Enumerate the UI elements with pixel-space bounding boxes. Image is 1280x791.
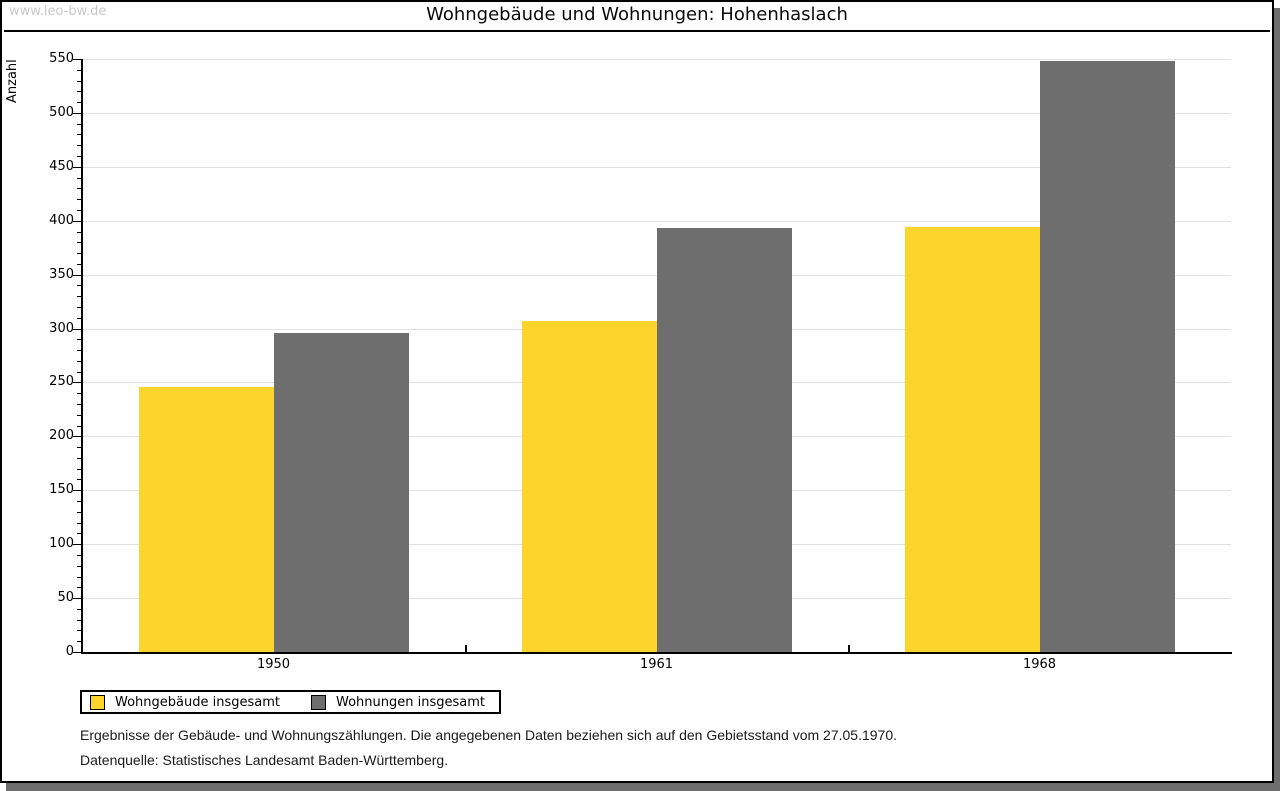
- y-tick-label: 50: [57, 590, 74, 606]
- y-major-tick: [73, 112, 82, 114]
- y-minor-tick: [77, 630, 82, 632]
- y-minor-tick: [77, 511, 82, 513]
- y-minor-tick: [77, 145, 82, 147]
- footnote-source: Datenquelle: Statistisches Landesamt Bad…: [80, 752, 449, 768]
- y-minor-tick: [77, 296, 82, 298]
- y-minor-tick: [77, 91, 82, 93]
- y-minor-tick: [77, 156, 82, 158]
- legend-label-wohnungen: Wohnungen insgesamt: [336, 694, 485, 710]
- gridline: [82, 112, 1231, 114]
- y-minor-tick: [77, 554, 82, 556]
- gridline: [82, 220, 1231, 222]
- y-minor-tick: [77, 533, 82, 535]
- bar: [273, 332, 409, 652]
- y-major-tick: [73, 382, 82, 384]
- legend-label-wohngebaeude: Wohngebäude insgesamt: [115, 694, 280, 710]
- y-tick-label: 400: [49, 212, 74, 228]
- y-major-tick: [73, 436, 82, 438]
- y-minor-tick: [77, 608, 82, 610]
- gridline: [82, 59, 1231, 60]
- x-axis-line: [81, 652, 1232, 654]
- y-minor-tick: [77, 619, 82, 621]
- legend: Wohngebäude insgesamt Wohnungen insgesam…: [80, 690, 501, 714]
- x-boundary-tick: [465, 645, 467, 652]
- y-minor-tick: [77, 242, 82, 244]
- y-minor-tick: [77, 134, 82, 136]
- y-major-tick: [73, 490, 82, 492]
- y-tick-label: 0: [65, 644, 74, 659]
- y-minor-tick: [77, 123, 82, 125]
- y-minor-tick: [77, 371, 82, 373]
- bar: [521, 320, 657, 652]
- y-axis-title: Anzahl: [5, 59, 20, 103]
- y-minor-tick: [77, 209, 82, 211]
- legend-item-wohnungen: Wohnungen insgesamt: [311, 694, 485, 710]
- y-minor-tick: [77, 317, 82, 319]
- chart-title: Wohngebäude und Wohnungen: Hohenhaslach: [426, 4, 848, 25]
- legend-item-wohngebaeude: Wohngebäude insgesamt: [90, 694, 280, 710]
- footnote-description: Ergebnisse der Gebäude- und Wohnungszähl…: [80, 727, 897, 743]
- y-minor-tick: [77, 360, 82, 362]
- y-minor-tick: [77, 404, 82, 406]
- y-minor-tick: [77, 177, 82, 179]
- y-major-tick: [73, 544, 82, 546]
- y-minor-tick: [77, 565, 82, 567]
- y-tick-label: 250: [49, 374, 74, 390]
- bar: [904, 227, 1040, 652]
- y-minor-tick: [77, 350, 82, 352]
- x-tick-label: 1950: [256, 657, 291, 672]
- bar: [138, 386, 274, 652]
- y-tick-label: 350: [49, 266, 74, 282]
- y-minor-tick: [77, 522, 82, 524]
- y-major-tick: [73, 652, 82, 653]
- y-tick-label: 550: [49, 51, 74, 66]
- legend-swatch-gray: [311, 694, 326, 710]
- y-minor-tick: [77, 393, 82, 395]
- bar: [656, 228, 792, 652]
- y-minor-tick: [77, 69, 82, 71]
- y-minor-tick: [77, 425, 82, 427]
- y-tick-label: 200: [49, 428, 74, 444]
- x-tick-label: 1968: [1022, 657, 1057, 672]
- y-minor-tick: [77, 468, 82, 470]
- y-minor-tick: [77, 576, 82, 578]
- y-minor-tick: [77, 253, 82, 255]
- y-tick-label: 100: [49, 536, 74, 552]
- y-minor-tick: [77, 188, 82, 190]
- header-divider: [4, 30, 1270, 32]
- y-tick-label: 150: [49, 482, 74, 498]
- y-major-tick: [73, 59, 82, 60]
- y-minor-tick: [77, 457, 82, 459]
- y-major-tick: [73, 220, 82, 222]
- y-axis-line: [81, 59, 83, 654]
- y-minor-tick: [77, 587, 82, 589]
- y-major-tick: [73, 274, 82, 276]
- y-minor-tick: [77, 263, 82, 265]
- y-major-tick: [73, 598, 82, 600]
- y-minor-tick: [77, 479, 82, 481]
- y-minor-tick: [77, 231, 82, 233]
- y-minor-tick: [77, 199, 82, 201]
- y-minor-tick: [77, 641, 82, 643]
- x-tick-label: 1961: [639, 657, 674, 672]
- legend-swatch-yellow: [90, 694, 105, 710]
- y-minor-tick: [77, 501, 82, 503]
- watermark-text: www.leo-bw.de: [9, 4, 107, 19]
- y-minor-tick: [77, 102, 82, 104]
- y-minor-tick: [77, 80, 82, 82]
- y-major-tick: [73, 328, 82, 330]
- x-boundary-tick: [848, 645, 850, 652]
- y-minor-tick: [77, 339, 82, 341]
- y-minor-tick: [77, 285, 82, 287]
- y-minor-tick: [77, 447, 82, 449]
- y-major-tick: [73, 166, 82, 168]
- y-tick-label: 450: [49, 158, 74, 174]
- y-minor-tick: [77, 414, 82, 416]
- bar: [1039, 61, 1175, 652]
- gridline: [82, 166, 1231, 168]
- y-tick-label: 500: [49, 104, 74, 120]
- y-minor-tick: [77, 306, 82, 308]
- y-tick-label: 300: [49, 320, 74, 336]
